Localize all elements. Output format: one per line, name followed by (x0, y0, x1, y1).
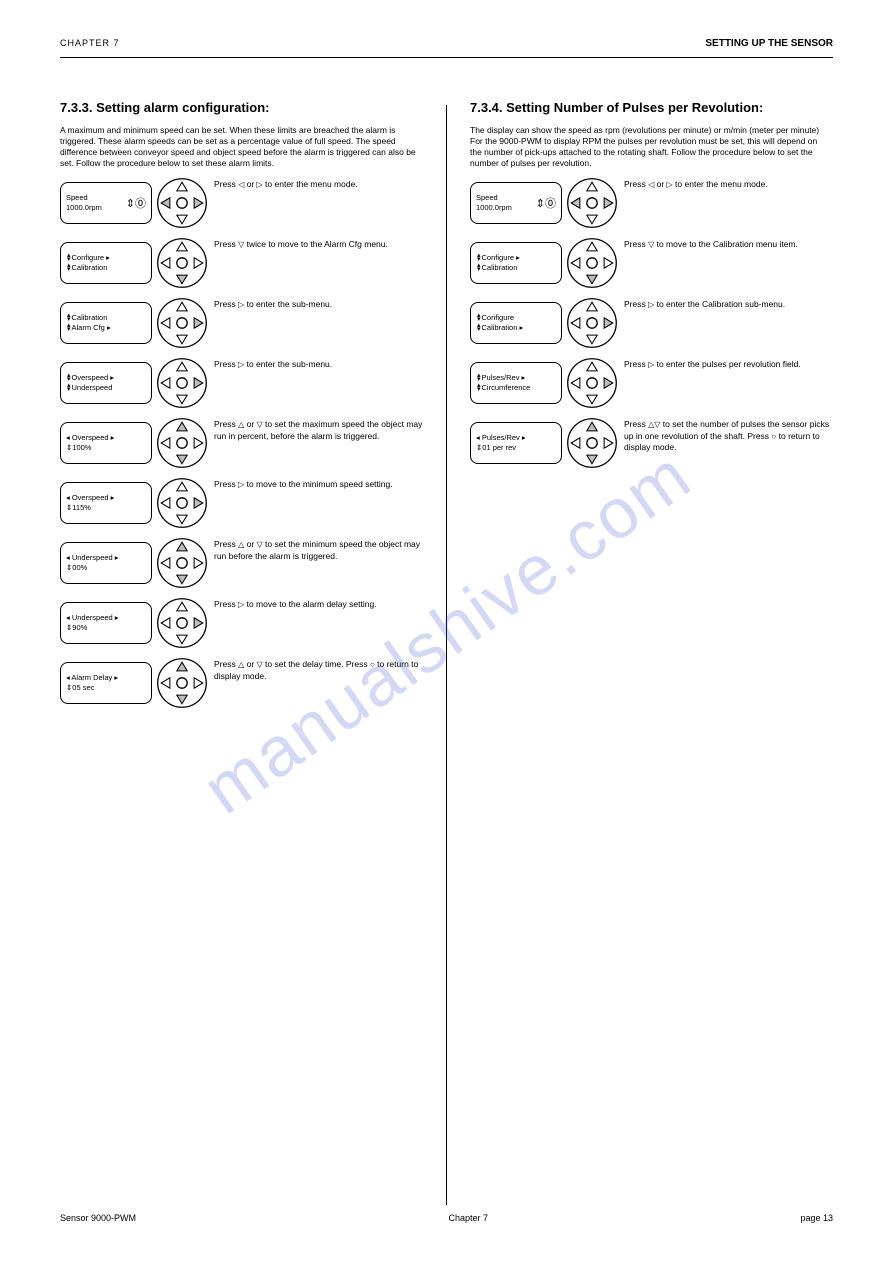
dpad-icon (156, 657, 208, 709)
step-instruction-text: Press to move to the Calibration menu it… (624, 237, 840, 250)
instruction-step: ▴▾Configure▴▾Calibration ▸ Press to ente… (470, 297, 840, 349)
lcd-display: ▴▾Pulses/Rev ▸▴▾Circumference (470, 362, 562, 404)
dpad-icon (156, 357, 208, 409)
step-instruction-text: Press to enter the pulses per revolution… (624, 357, 840, 370)
lcd-display: ◂ Underspeed ▸ ⇕00% (60, 542, 152, 584)
tri-up-icon (238, 660, 244, 670)
left-steps-container: Speed 1000.0rpm⇕⓪ Press or to enter the … (60, 177, 430, 709)
lcd-display: ◂ Overspeed ▸ ⇕115% (60, 482, 152, 524)
footer-left: Sensor 9000-PWM (60, 1213, 136, 1223)
lcd-display: ▴▾Configure▴▾Calibration ▸ (470, 302, 562, 344)
instruction-step: ◂ Underspeed ▸ ⇕90% Press to move to the… (60, 597, 430, 649)
tri-up-icon (238, 540, 244, 550)
dpad-icon (566, 297, 618, 349)
right-section-title: 7.3.4. Setting Number of Pulses per Revo… (470, 100, 840, 115)
step-instruction-text: Press to enter the sub-menu. (214, 297, 430, 310)
step-instruction-text: Press or to set the delay time. Press to… (214, 657, 430, 681)
lcd-display: ◂ Alarm Delay ▸ ⇕05 sec (60, 662, 152, 704)
header-title: SETTING UP THE SENSOR (705, 38, 833, 49)
dpad-icon (156, 417, 208, 469)
circ-icon (370, 660, 375, 670)
step-instruction-text: Press to enter the Calibration sub-menu. (624, 297, 840, 310)
lcd-display: Speed 1000.0rpm⇕⓪ (470, 182, 562, 224)
instruction-step: ◂ Overspeed ▸ ⇕115% Press to move to the… (60, 477, 430, 529)
left-section-title: 7.3.3. Setting alarm configuration: (60, 100, 430, 115)
lcd-display: ▴▾Calibration▴▾Alarm Cfg ▸ (60, 302, 152, 344)
tri-left-icon (648, 180, 654, 190)
lcd-display: ▴▾Overspeed ▸▴▾Underspeed (60, 362, 152, 404)
step-instruction-text: Press or to enter the menu mode. (214, 177, 430, 190)
instruction-step: ▴▾Configure ▸▴▾Calibration Press twice t… (60, 237, 430, 289)
tri-right-icon (667, 180, 673, 190)
tri-down-icon (654, 420, 660, 430)
dpad-icon (156, 597, 208, 649)
instruction-step: ▴▾Overspeed ▸▴▾Underspeed Press to enter… (60, 357, 430, 409)
instruction-step: ◂ Overspeed ▸ ⇕100% Press or to set the … (60, 417, 430, 469)
step-instruction-text: Press or to enter the menu mode. (624, 177, 840, 190)
left-intro: A maximum and minimum speed can be set. … (60, 125, 430, 169)
tri-right-icon (257, 180, 263, 190)
right-intro: The display can show the speed as rpm (r… (470, 125, 840, 169)
tri-right-icon (648, 360, 654, 370)
step-instruction-text: Press or to set the minimum speed the ob… (214, 537, 430, 561)
instruction-step: ▴▾Pulses/Rev ▸▴▾Circumference Press to e… (470, 357, 840, 409)
tri-down-icon (257, 420, 263, 430)
circ-icon (771, 432, 776, 442)
right-steps-container: Speed 1000.0rpm⇕⓪ Press or to enter the … (470, 177, 840, 469)
tri-right-icon (648, 300, 654, 310)
step-instruction-text: Press to enter the sub-menu. (214, 357, 430, 370)
right-column: 7.3.4. Setting Number of Pulses per Revo… (470, 100, 840, 477)
dpad-icon (566, 357, 618, 409)
column-divider (446, 105, 447, 1205)
instruction-step: ◂ Underspeed ▸ ⇕00% Press or to set the … (60, 537, 430, 589)
instruction-step: ▴▾Configure ▸▴▾Calibration Press to move… (470, 237, 840, 289)
footer-right: page 13 (800, 1213, 833, 1223)
dpad-icon (566, 177, 618, 229)
tri-right-icon (238, 600, 244, 610)
dpad-icon (156, 177, 208, 229)
dpad-icon (156, 477, 208, 529)
dpad-icon (566, 417, 618, 469)
tri-up-icon (238, 420, 244, 430)
instruction-step: Speed 1000.0rpm⇕⓪ Press or to enter the … (470, 177, 840, 229)
tri-right-icon (238, 360, 244, 370)
step-instruction-text: Press to move to the minimum speed setti… (214, 477, 430, 490)
lcd-display: ▴▾Configure ▸▴▾Calibration (470, 242, 562, 284)
dpad-icon (156, 237, 208, 289)
instruction-step: Speed 1000.0rpm⇕⓪ Press or to enter the … (60, 177, 430, 229)
lcd-display: ◂ Underspeed ▸ ⇕90% (60, 602, 152, 644)
dpad-icon (156, 537, 208, 589)
tri-down-icon (648, 240, 654, 250)
step-instruction-text: Press twice to move to the Alarm Cfg men… (214, 237, 430, 250)
step-instruction-text: Press to set the number of pulses the se… (624, 417, 840, 453)
page-footer: Sensor 9000-PWM Chapter 7 page 13 (60, 1213, 833, 1223)
instruction-step: ◂ Alarm Delay ▸ ⇕05 sec Press or to set … (60, 657, 430, 709)
tri-left-icon (238, 180, 244, 190)
left-column: 7.3.3. Setting alarm configuration: A ma… (60, 100, 430, 717)
lcd-display: ▴▾Configure ▸▴▾Calibration (60, 242, 152, 284)
tri-down-icon (238, 240, 244, 250)
dpad-icon (156, 297, 208, 349)
step-instruction-text: Press to move to the alarm delay setting… (214, 597, 430, 610)
lcd-display: ◂ Pulses/Rev ▸ ⇕01 per rev (470, 422, 562, 464)
tri-down-icon (257, 660, 263, 670)
lcd-display: ◂ Overspeed ▸ ⇕100% (60, 422, 152, 464)
tri-down-icon (257, 540, 263, 550)
instruction-step: ▴▾Calibration▴▾Alarm Cfg ▸ Press to ente… (60, 297, 430, 349)
dpad-icon (566, 237, 618, 289)
tri-right-icon (238, 300, 244, 310)
footer-center: Chapter 7 (448, 1213, 488, 1223)
tri-right-icon (238, 480, 244, 490)
lcd-display: Speed 1000.0rpm⇕⓪ (60, 182, 152, 224)
header-chapter: CHAPTER 7 (60, 38, 120, 48)
step-instruction-text: Press or to set the maximum speed the ob… (214, 417, 430, 441)
page-header: CHAPTER 7 SETTING UP THE SENSOR (60, 38, 833, 58)
instruction-step: ◂ Pulses/Rev ▸ ⇕01 per rev Press to set … (470, 417, 840, 469)
